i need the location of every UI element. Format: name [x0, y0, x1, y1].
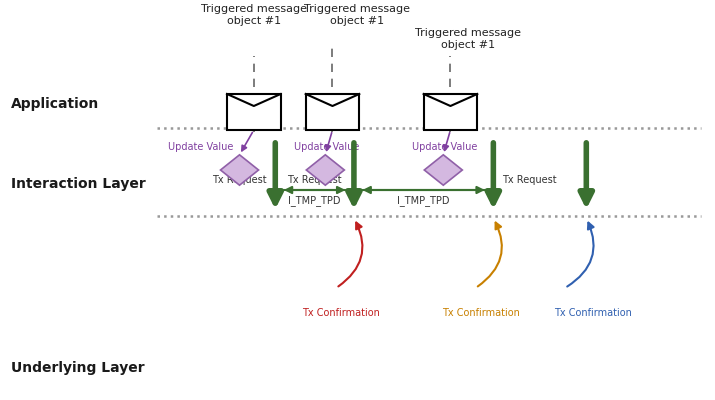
- Polygon shape: [306, 155, 345, 185]
- Text: Update Value: Update Value: [294, 142, 360, 152]
- Polygon shape: [424, 155, 463, 185]
- Text: Tx Request: Tx Request: [287, 175, 342, 185]
- Text: Tx Confirmation: Tx Confirmation: [302, 308, 380, 318]
- Polygon shape: [220, 155, 259, 185]
- FancyBboxPatch shape: [423, 94, 478, 130]
- Text: Tx Request: Tx Request: [212, 175, 267, 185]
- Text: Tx Confirmation: Tx Confirmation: [442, 308, 519, 318]
- Text: Tx Confirmation: Tx Confirmation: [555, 308, 632, 318]
- Text: Tx Request: Tx Request: [502, 175, 556, 185]
- Text: Triggered message
object #1: Triggered message object #1: [305, 4, 410, 26]
- Text: Triggered message
object #1: Triggered message object #1: [201, 4, 307, 26]
- Text: I_TMP_TPD: I_TMP_TPD: [398, 195, 450, 206]
- Text: Application: Application: [11, 97, 99, 111]
- Text: Update Value: Update Value: [167, 142, 233, 152]
- Text: Underlying Layer: Underlying Layer: [11, 361, 144, 375]
- Text: Interaction Layer: Interaction Layer: [11, 177, 145, 191]
- FancyBboxPatch shape: [227, 94, 280, 130]
- FancyBboxPatch shape: [306, 94, 360, 130]
- Text: I_TMP_TPD: I_TMP_TPD: [288, 195, 341, 206]
- Text: Triggered message
object #1: Triggered message object #1: [415, 28, 521, 50]
- Text: Update Value: Update Value: [412, 142, 478, 152]
